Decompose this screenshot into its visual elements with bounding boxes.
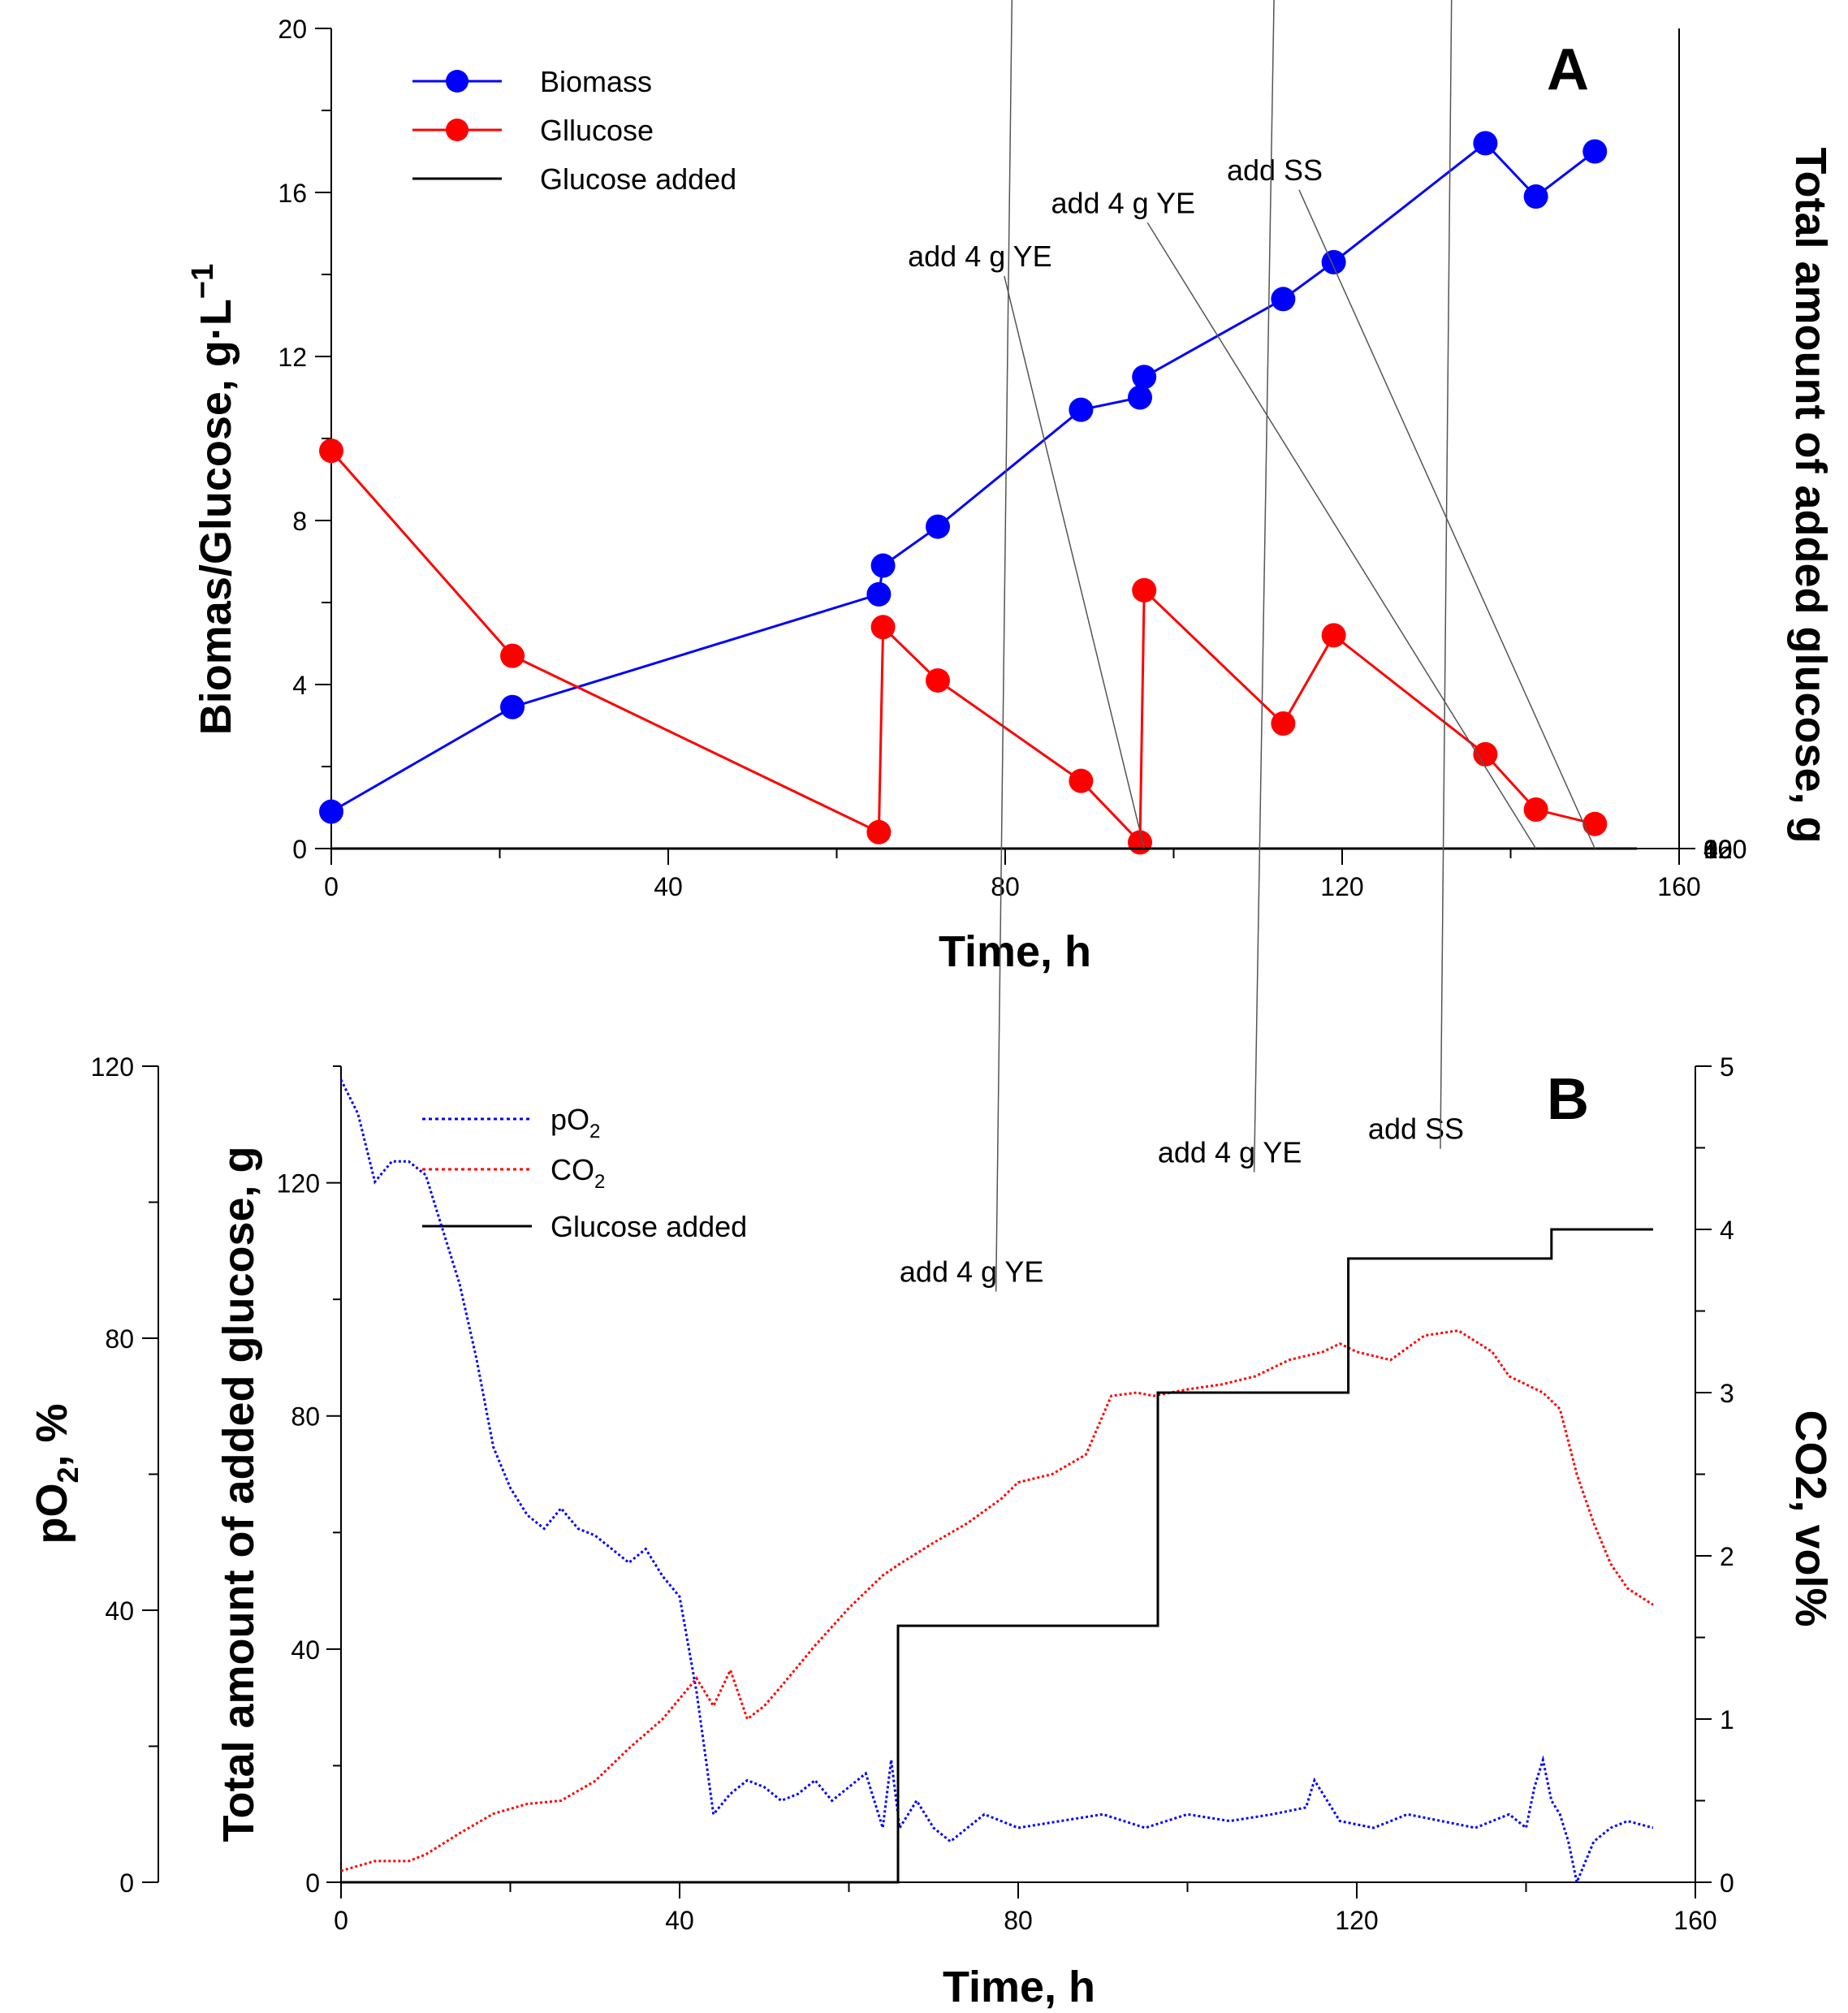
panel-a-series-gllucose-point bbox=[1523, 797, 1548, 823]
panel-a-y2-tick-label: 0 bbox=[1703, 835, 1718, 864]
panel-a-y-tick-label: 12 bbox=[278, 343, 307, 372]
panel-a-series-biomass-point bbox=[1132, 365, 1157, 390]
panel-a-x-tick-label: 0 bbox=[324, 872, 339, 901]
panel-b-annotation-label: add 4 g YE bbox=[1158, 1135, 1302, 1168]
panel-b-y-tick-label: 0 bbox=[119, 1868, 134, 1898]
panel-a-y2-tick-label: 80 bbox=[1703, 835, 1733, 864]
panel-a-y-tick-label: 0 bbox=[292, 835, 307, 864]
panel-a-x-tick-label: 120 bbox=[1320, 872, 1363, 901]
panel-a-y-tick-label: 8 bbox=[292, 507, 307, 536]
panel-b-inner-tick-label: 80 bbox=[291, 1402, 320, 1432]
panel-a-series-biomass-point bbox=[926, 514, 950, 539]
panel-b-y2-tick-label: 1 bbox=[1720, 1705, 1734, 1734]
legend-glucose-label: Gllucose bbox=[540, 114, 654, 147]
panel-b-label: B bbox=[1547, 1067, 1589, 1132]
panel-b-inner-axis-label: Total amount of added glucose, g bbox=[214, 1146, 263, 1842]
panel-a-series-biomass-point bbox=[1473, 131, 1498, 156]
panel-a-series-biomass-point bbox=[1582, 139, 1608, 164]
panel-a-series-gllucose-point bbox=[1271, 711, 1296, 736]
panel-a-x-tick-label: 80 bbox=[991, 872, 1020, 901]
panel-a-series-gllucose-point bbox=[866, 819, 892, 845]
panel-b-x-tick-label: 160 bbox=[1673, 1906, 1716, 1935]
panel-a-series-biomass-point bbox=[1523, 184, 1548, 210]
panel-b-series-co2-line bbox=[340, 1329, 1654, 1873]
panel-a-x-tick-label: 40 bbox=[654, 872, 683, 901]
panel-a-y-axis-label: Biomas/Glucose, g·L−1 bbox=[186, 264, 240, 735]
panel-b-y2-tick-label: 4 bbox=[1720, 1216, 1734, 1245]
panel-b-y-tick-label: 40 bbox=[105, 1596, 134, 1626]
panel-a-annotation-label: add 4 g YE bbox=[908, 240, 1052, 273]
panel-b-annotation-label: add SS bbox=[1368, 1112, 1464, 1146]
panel-a-series-biomass-point bbox=[1128, 385, 1152, 410]
panel-a-legend: Biomass Gllucose Glucose added bbox=[412, 65, 736, 196]
legend-added-label: Glucose added bbox=[540, 162, 736, 196]
panel-b-inner-tick-label: 0 bbox=[305, 1868, 320, 1898]
panel-a-series-gllucose-point bbox=[500, 643, 525, 668]
panel-b-y-tick-label: 80 bbox=[105, 1324, 134, 1354]
panel-a-series-biomass-point bbox=[870, 553, 896, 578]
panel-a-annotation-label: add 4 g YE bbox=[1051, 186, 1196, 219]
panel-a-y2-tick-label: 120 bbox=[1703, 835, 1747, 864]
panel-b-x-tick-label: 80 bbox=[1004, 1906, 1033, 1935]
panel-a-annotation-leader bbox=[1004, 275, 1145, 849]
panel-b-y-axis-label: pO2, % bbox=[28, 1403, 84, 1544]
panel-b-annotation-leader bbox=[1440, 0, 1453, 1149]
panel-a-y2-tick-label: 40 bbox=[1703, 835, 1733, 864]
panel-a-series-biomass-point bbox=[1271, 287, 1296, 312]
panel-a-x-tick-label: 160 bbox=[1657, 872, 1700, 901]
panel-a-y-tick-label: 20 bbox=[278, 15, 307, 44]
legend-biomass-marker bbox=[446, 70, 468, 93]
panel-b-x-tick-label: 0 bbox=[334, 1906, 348, 1935]
legend-biomass-label: Biomass bbox=[540, 65, 652, 98]
panel-a-y2-axis-label: Total amount of added glucose, g bbox=[1786, 147, 1835, 843]
panel-a-annotation-label: add SS bbox=[1227, 153, 1323, 187]
panel-b-inner-tick-label: 40 bbox=[291, 1635, 320, 1665]
panel-b-y2-tick-label: 5 bbox=[1720, 1052, 1734, 1082]
panel-b-series-po2-line bbox=[339, 1079, 1654, 1887]
panel-a-label: A bbox=[1547, 37, 1589, 102]
panel-a-series-gllucose-point bbox=[1321, 623, 1346, 648]
panel-b-annotation-label: add 4 g YE bbox=[900, 1255, 1044, 1289]
panel-b-y2-axis-label: CO2, vol% bbox=[1786, 1410, 1835, 1626]
panel-a-series-gllucose-line bbox=[330, 450, 1595, 846]
panel-a-series-gllucose-point bbox=[870, 615, 896, 640]
legend-added-label-b: Glucose added bbox=[551, 1210, 747, 1243]
panel-a-series-biomass-point bbox=[1069, 397, 1094, 422]
panel-a-y2-tick-label: 160 bbox=[1703, 835, 1747, 864]
panel-b-x-tick-label: 40 bbox=[665, 1906, 694, 1935]
panel-b-legend: pO2 CO2 Glucose added bbox=[422, 1103, 747, 1243]
panel-b-series-glucose-added-line bbox=[341, 1228, 1653, 1884]
panel-a-y-tick-label: 16 bbox=[278, 179, 307, 208]
panel-a-series-gllucose-point bbox=[1069, 768, 1094, 793]
panel-a-series-gllucose-point bbox=[1132, 577, 1157, 603]
panel-a-series-biomass-point bbox=[319, 799, 343, 824]
panel-a-y-tick-label: 4 bbox=[292, 671, 307, 700]
panel-b-y2-tick-label: 0 bbox=[1720, 1868, 1734, 1898]
panel-b-inner-tick-label: 120 bbox=[277, 1169, 320, 1199]
panel-a-series-gllucose-point bbox=[1582, 811, 1608, 836]
panel-a-series-biomass-point bbox=[866, 581, 892, 607]
panel-b-x-tick-label: 120 bbox=[1335, 1906, 1378, 1935]
panel-b-x-axis-label: Time, h bbox=[943, 1963, 1095, 2011]
legend-co2-label: CO2 bbox=[551, 1153, 605, 1193]
legend-glucose-marker bbox=[446, 119, 468, 141]
panel-b-y-tick-label: 120 bbox=[91, 1052, 134, 1082]
panel-a-series-biomass-point bbox=[1321, 249, 1346, 274]
panel-a-x-axis-label: Time, h bbox=[939, 927, 1091, 976]
panel-a-annotation-leader bbox=[1146, 222, 1537, 849]
panel-a-series-gllucose-point bbox=[926, 667, 950, 693]
panel-b-y2-tick-label: 2 bbox=[1720, 1542, 1734, 1571]
panel-a-series-biomass-point bbox=[500, 694, 525, 719]
panel-a-series-gllucose-point bbox=[319, 438, 343, 464]
panel-b-y2-tick-label: 3 bbox=[1720, 1379, 1734, 1408]
panel-a-series-gllucose-point bbox=[1473, 741, 1498, 767]
legend-po2-label: pO2 bbox=[551, 1103, 600, 1143]
